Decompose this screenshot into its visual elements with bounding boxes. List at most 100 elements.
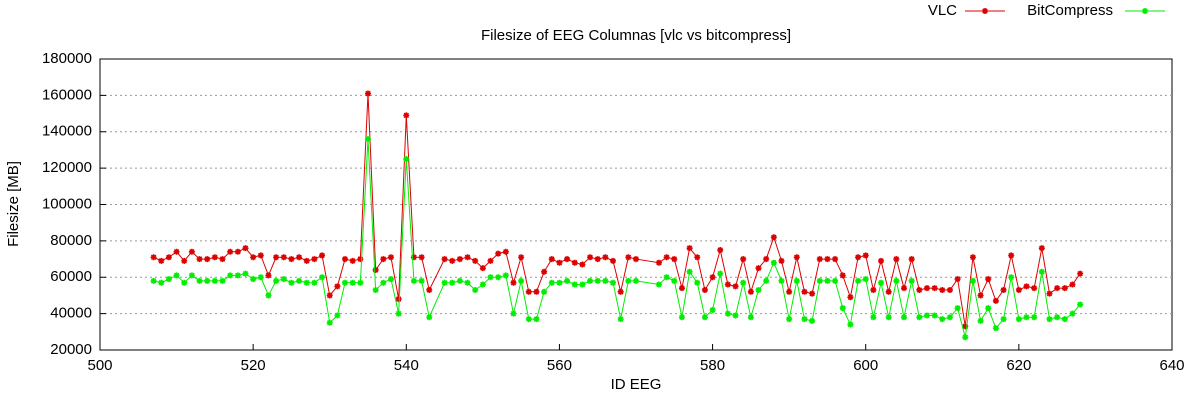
data-point [418, 254, 425, 261]
data-point [633, 277, 639, 284]
data-point [250, 254, 257, 261]
data-point [1038, 268, 1045, 275]
data-point [219, 256, 226, 263]
data-point [977, 317, 984, 324]
data-point [1008, 274, 1015, 281]
data-point [510, 279, 517, 286]
data-point [832, 277, 839, 284]
data-point [709, 274, 716, 281]
data-point [342, 256, 349, 263]
data-point [541, 288, 548, 295]
data-point [579, 281, 586, 288]
data-point [319, 274, 326, 281]
data-point [257, 274, 264, 281]
legend-marker [982, 8, 988, 14]
data-point [472, 257, 479, 264]
data-point [694, 254, 701, 261]
data-point [564, 277, 571, 284]
y-tick-label: 160000 [42, 86, 92, 103]
data-point [701, 286, 708, 293]
data-point [296, 254, 303, 261]
data-point [227, 272, 234, 279]
legend-label: VLC [928, 2, 957, 19]
data-point [502, 272, 509, 279]
data-point [878, 279, 885, 286]
data-point [847, 294, 854, 301]
data-point [862, 276, 869, 283]
legend-marker [1142, 8, 1148, 14]
data-point [747, 288, 754, 295]
data-point [571, 281, 578, 288]
data-point [380, 256, 387, 263]
x-tick-label: 580 [700, 357, 725, 374]
data-point [839, 305, 846, 312]
data-point [1015, 286, 1022, 293]
data-point [709, 306, 716, 313]
data-point [732, 283, 739, 290]
data-point [870, 286, 877, 293]
data-point [479, 265, 486, 272]
data-point [181, 279, 188, 286]
data-point [188, 272, 195, 279]
data-point [556, 259, 563, 266]
data-point [342, 279, 349, 286]
data-point [724, 281, 731, 288]
data-point [556, 279, 563, 286]
data-point [487, 257, 494, 264]
data-point [602, 277, 609, 284]
data-point [824, 256, 831, 263]
data-point [1069, 310, 1076, 317]
data-point [1023, 283, 1030, 290]
data-point [349, 257, 356, 264]
data-point [610, 257, 617, 264]
series-line [153, 138, 1081, 338]
data-point [410, 277, 417, 284]
data-point [518, 254, 525, 261]
x-axis-label: ID EEG [611, 376, 662, 393]
data-point [518, 277, 525, 284]
data-point [403, 112, 410, 119]
data-point [1000, 286, 1007, 293]
data-point [985, 305, 992, 312]
data-point [227, 248, 234, 255]
data-point [334, 283, 341, 290]
data-point [747, 314, 754, 321]
x-tick-label: 500 [87, 357, 112, 374]
data-point [1061, 316, 1068, 323]
data-point [349, 279, 356, 286]
data-point [1038, 245, 1045, 252]
data-point [280, 254, 287, 261]
data-point [617, 288, 624, 295]
data-point [158, 279, 165, 286]
data-point [1054, 314, 1061, 321]
y-tick-label: 100000 [42, 195, 92, 212]
data-point [273, 254, 280, 261]
data-point [671, 256, 678, 263]
data-point [885, 314, 892, 321]
data-point [204, 256, 211, 263]
data-point [288, 256, 295, 263]
data-point [678, 285, 685, 292]
data-point [188, 248, 195, 255]
data-point [357, 279, 364, 286]
y-tick-label: 20000 [50, 341, 92, 358]
data-point [1069, 281, 1076, 288]
data-point [962, 323, 969, 330]
data-point [671, 277, 678, 284]
data-point [418, 277, 425, 284]
data-point [326, 319, 333, 326]
data-point [372, 286, 379, 293]
data-point [755, 286, 762, 293]
data-point [296, 277, 303, 284]
data-point [617, 316, 624, 323]
data-point [219, 277, 226, 284]
data-point [250, 276, 257, 283]
data-point [625, 277, 632, 284]
data-point [655, 259, 662, 266]
data-point [1015, 316, 1022, 323]
data-point [319, 252, 326, 259]
data-point [686, 245, 693, 252]
data-point [165, 254, 172, 261]
chart-title: Filesize of EEG Columnas [vlc vs bitcomp… [481, 27, 791, 44]
